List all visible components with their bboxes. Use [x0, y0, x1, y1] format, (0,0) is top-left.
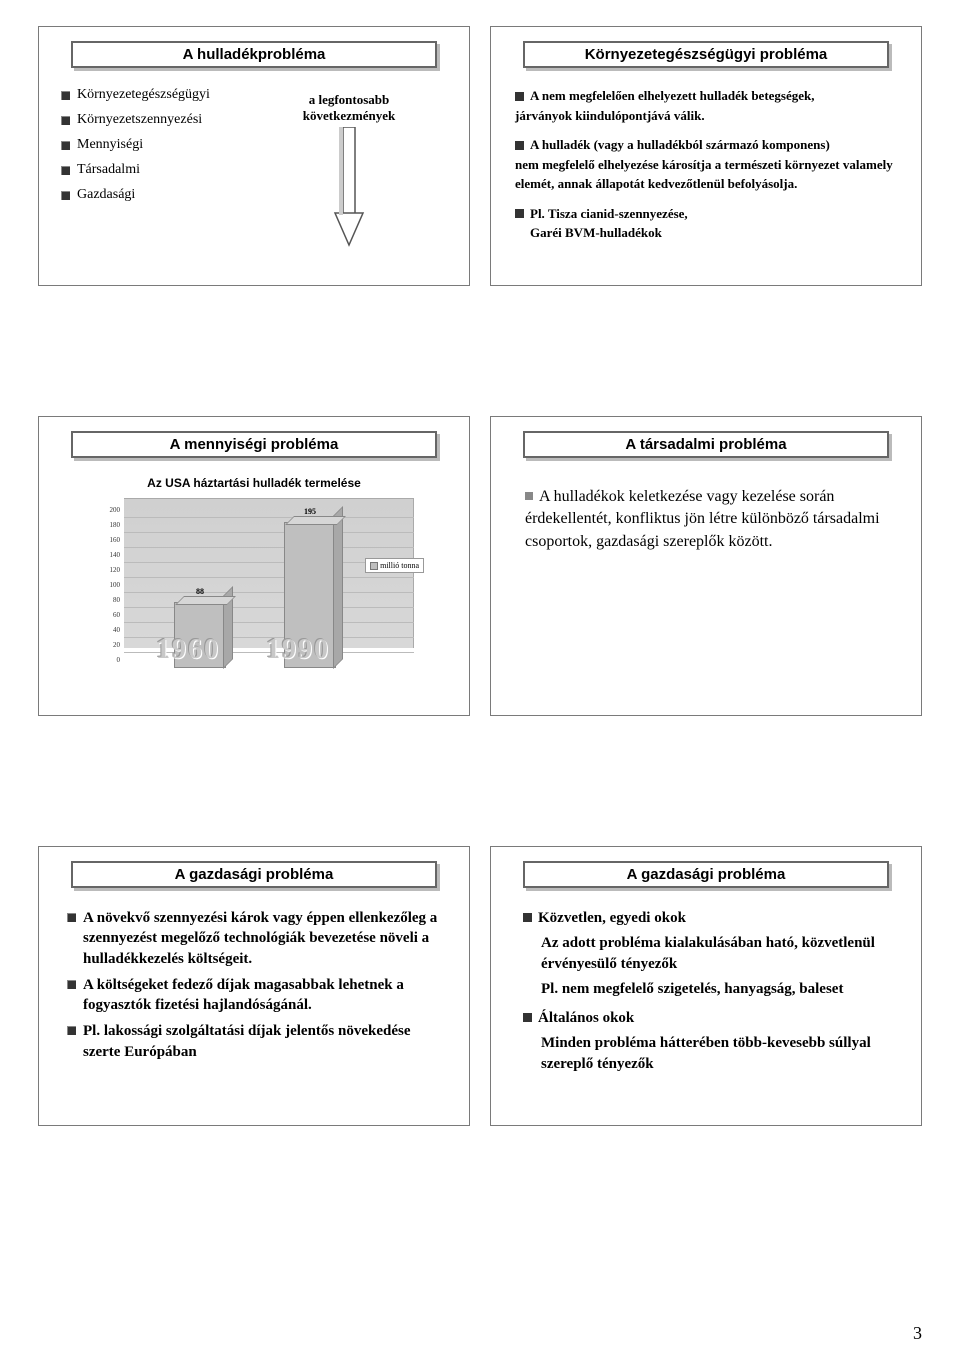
- para: A hulladék (vagy a hulladékból származó …: [515, 135, 901, 194]
- x-label-1990: 1990: [266, 634, 330, 666]
- list-item: A költségeket fedező díjak magasabbak le…: [67, 975, 447, 1016]
- square-bullet-icon: [525, 492, 533, 500]
- sub-item: Az adott probléma kialakulásában ható, k…: [541, 933, 899, 975]
- bar-value: 88: [175, 587, 225, 596]
- list-item: Pl. lakossági szolgáltatási díjak jelent…: [67, 1021, 447, 1062]
- list-item: Környezetegészségügyi: [61, 86, 235, 105]
- slide-title: A gazdasági probléma: [523, 861, 889, 888]
- ytick: 40: [94, 626, 120, 634]
- slide-title: A mennyiségi probléma: [71, 431, 437, 458]
- slide-gazdasagi-left: A gazdasági probléma A növekvő szennyezé…: [38, 846, 470, 1126]
- sub-item: Minden probléma hátterében több-kevesebb…: [541, 1033, 899, 1075]
- ytick: 200: [94, 506, 120, 514]
- list-item: Társadalmi: [61, 161, 235, 180]
- list-item: Gazdasági: [61, 186, 235, 205]
- list-item: Általános okok: [523, 1008, 899, 1029]
- slide-tarsadalmi: A társadalmi probléma A hulladékok kelet…: [490, 416, 922, 716]
- ytick: 120: [94, 566, 120, 574]
- chart-title: Az USA háztartási hulladék termelése: [55, 476, 453, 490]
- slide-title: A társadalmi probléma: [523, 431, 889, 458]
- slide-title: A gazdasági probléma: [71, 861, 437, 888]
- x-label-1960: 1960: [156, 634, 220, 666]
- list-item: Mennyiségi: [61, 136, 235, 155]
- bar-value: 195: [285, 507, 335, 516]
- ytick: 180: [94, 521, 120, 529]
- ytick: 80: [94, 596, 120, 604]
- legend-swatch-icon: [370, 562, 378, 570]
- slide-kornyezetegeszseg: Környezetegészségügyi probléma A nem meg…: [490, 26, 922, 286]
- ytick: 140: [94, 551, 120, 559]
- list-item: A növekvő szennyezési károk vagy éppen e…: [67, 908, 447, 969]
- arrow-label: a legfontosabb következmények: [294, 92, 404, 123]
- ytick: 100: [94, 581, 120, 589]
- list-item: Környezetszennyezési: [61, 111, 235, 130]
- square-bullet-icon: [515, 141, 524, 150]
- list-item: Közvetlen, egyedi okok: [523, 908, 899, 929]
- ytick: 160: [94, 536, 120, 544]
- econ-list: A növekvő szennyezési károk vagy éppen e…: [55, 902, 453, 1062]
- arrow-down-icon: [329, 127, 369, 247]
- square-bullet-icon: [523, 913, 532, 922]
- page-number: 3: [913, 1323, 922, 1344]
- problem-list: Környezetegészségügyi Környezetszennyezé…: [55, 86, 235, 247]
- slide-title: A hulladékprobléma: [71, 41, 437, 68]
- slide-mennyisegi: A mennyiségi probléma Az USA háztartási …: [38, 416, 470, 716]
- ytick: 60: [94, 611, 120, 619]
- usa-waste-chart: Az USA háztartási hulladék termelése 0 2…: [55, 476, 453, 668]
- para: Pl. Tisza cianid-szennyezése, Garéi BVM-…: [515, 204, 901, 243]
- slide-hulladekproblema: A hulladékprobléma Környezetegészségügyi…: [38, 26, 470, 286]
- square-bullet-icon: [515, 92, 524, 101]
- chart-legend: millió tonna: [365, 558, 424, 573]
- square-bullet-icon: [523, 1013, 532, 1022]
- para: A hulladékok keletkezése vagy kezelése s…: [525, 486, 897, 553]
- arrow-block: a legfontosabb következmények: [245, 86, 453, 247]
- sub-item: Pl. nem megfelelő szigetelés, hanyagság,…: [541, 979, 899, 1000]
- ytick: 0: [94, 656, 120, 664]
- slide-title: Környezetegészségügyi probléma: [523, 41, 889, 68]
- slide-gazdasagi-right: A gazdasági probléma Közvetlen, egyedi o…: [490, 846, 922, 1126]
- para: A nem megfelelően elhelyezett hulladék b…: [515, 86, 901, 125]
- ytick: 20: [94, 641, 120, 649]
- square-bullet-icon: [515, 209, 524, 218]
